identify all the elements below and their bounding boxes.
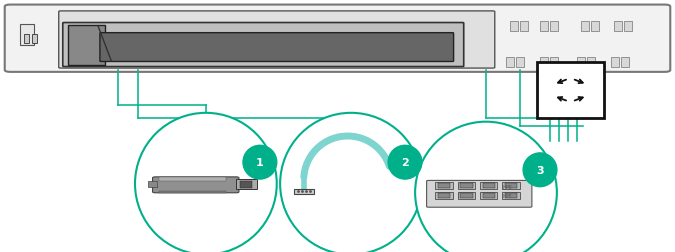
Bar xyxy=(98,58,106,68)
Bar xyxy=(236,179,256,190)
Bar xyxy=(334,21,342,32)
Bar xyxy=(446,21,454,32)
Bar xyxy=(480,192,497,199)
Bar xyxy=(290,21,298,32)
Bar xyxy=(458,182,475,189)
Bar xyxy=(587,58,595,68)
Bar xyxy=(624,21,632,32)
Bar xyxy=(294,189,314,194)
Bar xyxy=(250,21,258,32)
Bar xyxy=(472,21,481,32)
Text: HPE: HPE xyxy=(503,193,512,198)
Bar xyxy=(483,183,495,188)
Bar xyxy=(68,58,76,68)
Bar xyxy=(68,26,105,66)
Bar xyxy=(611,58,619,68)
Bar xyxy=(159,21,167,32)
Bar xyxy=(375,21,383,32)
Bar xyxy=(516,58,524,68)
Bar xyxy=(260,21,268,32)
Bar xyxy=(458,192,475,199)
Ellipse shape xyxy=(388,146,422,179)
FancyBboxPatch shape xyxy=(153,177,239,193)
Ellipse shape xyxy=(135,113,277,252)
Bar xyxy=(108,58,116,68)
Bar xyxy=(456,21,464,32)
Bar xyxy=(78,21,86,32)
Bar xyxy=(223,21,231,32)
Ellipse shape xyxy=(523,153,557,187)
Text: 2: 2 xyxy=(401,158,409,168)
Bar xyxy=(20,25,34,45)
Bar xyxy=(483,194,495,198)
Bar xyxy=(233,21,241,32)
Bar xyxy=(324,21,332,32)
Bar xyxy=(159,191,226,193)
FancyBboxPatch shape xyxy=(100,34,454,62)
Bar xyxy=(159,178,226,181)
Bar xyxy=(398,21,406,32)
Ellipse shape xyxy=(280,113,422,252)
Bar xyxy=(614,21,622,32)
Bar xyxy=(300,21,308,32)
Bar xyxy=(540,21,548,32)
Bar xyxy=(98,21,106,32)
Bar xyxy=(550,21,558,32)
Bar xyxy=(591,21,599,32)
Bar xyxy=(148,181,157,187)
Ellipse shape xyxy=(415,122,557,252)
Bar xyxy=(364,21,373,32)
Bar xyxy=(176,21,184,32)
Text: HPE: HPE xyxy=(503,184,512,189)
Bar xyxy=(108,21,116,32)
Bar xyxy=(438,183,450,188)
Bar xyxy=(32,35,37,44)
Bar xyxy=(580,21,589,32)
Bar xyxy=(78,58,86,68)
Bar xyxy=(240,181,252,188)
Bar xyxy=(505,194,517,198)
Bar xyxy=(480,182,497,189)
FancyBboxPatch shape xyxy=(59,12,495,69)
Text: 3: 3 xyxy=(536,165,544,175)
Bar xyxy=(510,21,518,32)
Text: 1: 1 xyxy=(256,158,264,168)
Bar xyxy=(460,194,472,198)
Bar xyxy=(502,192,520,199)
Bar xyxy=(505,183,517,188)
Bar xyxy=(540,58,548,68)
Bar xyxy=(520,21,528,32)
Bar xyxy=(435,192,453,199)
Bar xyxy=(438,194,450,198)
Bar xyxy=(483,21,491,32)
Bar xyxy=(502,182,520,189)
Bar xyxy=(408,21,416,32)
Bar xyxy=(460,183,472,188)
Ellipse shape xyxy=(243,146,277,179)
FancyBboxPatch shape xyxy=(5,6,670,73)
FancyBboxPatch shape xyxy=(427,181,532,207)
Bar xyxy=(148,21,157,32)
Bar xyxy=(506,58,514,68)
Bar xyxy=(68,21,76,32)
FancyBboxPatch shape xyxy=(63,23,464,67)
Bar xyxy=(577,58,585,68)
Bar xyxy=(537,63,604,118)
Bar xyxy=(550,58,558,68)
Bar xyxy=(621,58,629,68)
Bar xyxy=(435,182,453,189)
Bar xyxy=(186,21,194,32)
Bar xyxy=(24,35,29,44)
